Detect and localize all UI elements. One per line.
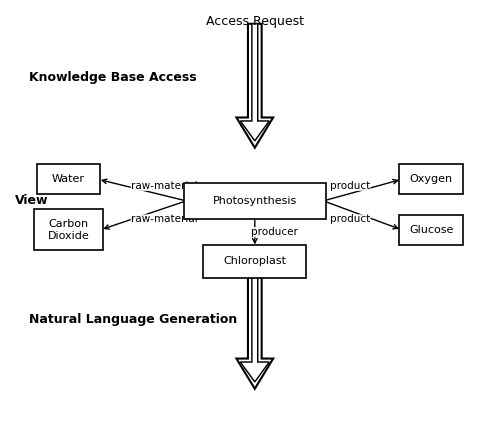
- Text: Natural Language Generation: Natural Language Generation: [29, 313, 238, 326]
- Polygon shape: [237, 24, 273, 148]
- Text: Glucose: Glucose: [409, 225, 453, 235]
- Text: raw-material: raw-material: [131, 214, 197, 225]
- FancyBboxPatch shape: [203, 245, 306, 277]
- Text: Access Request: Access Request: [206, 15, 304, 28]
- Text: View: View: [15, 194, 48, 207]
- FancyBboxPatch shape: [37, 164, 100, 194]
- Text: Carbon
Dioxide: Carbon Dioxide: [48, 219, 90, 241]
- Polygon shape: [237, 277, 273, 389]
- Text: Photosynthesis: Photosynthesis: [213, 196, 297, 206]
- Text: Chloroplast: Chloroplast: [223, 256, 286, 267]
- Polygon shape: [241, 24, 270, 141]
- Text: producer: producer: [251, 227, 298, 237]
- Text: Oxygen: Oxygen: [410, 174, 453, 184]
- FancyBboxPatch shape: [399, 215, 463, 245]
- Text: Water: Water: [52, 174, 85, 184]
- FancyBboxPatch shape: [399, 164, 463, 194]
- Polygon shape: [241, 277, 270, 382]
- Text: raw-material: raw-material: [131, 181, 197, 191]
- FancyBboxPatch shape: [34, 209, 103, 251]
- FancyBboxPatch shape: [184, 182, 326, 219]
- Text: product: product: [330, 181, 370, 191]
- Text: Knowledge Base Access: Knowledge Base Access: [29, 71, 197, 84]
- Text: product: product: [330, 214, 370, 225]
